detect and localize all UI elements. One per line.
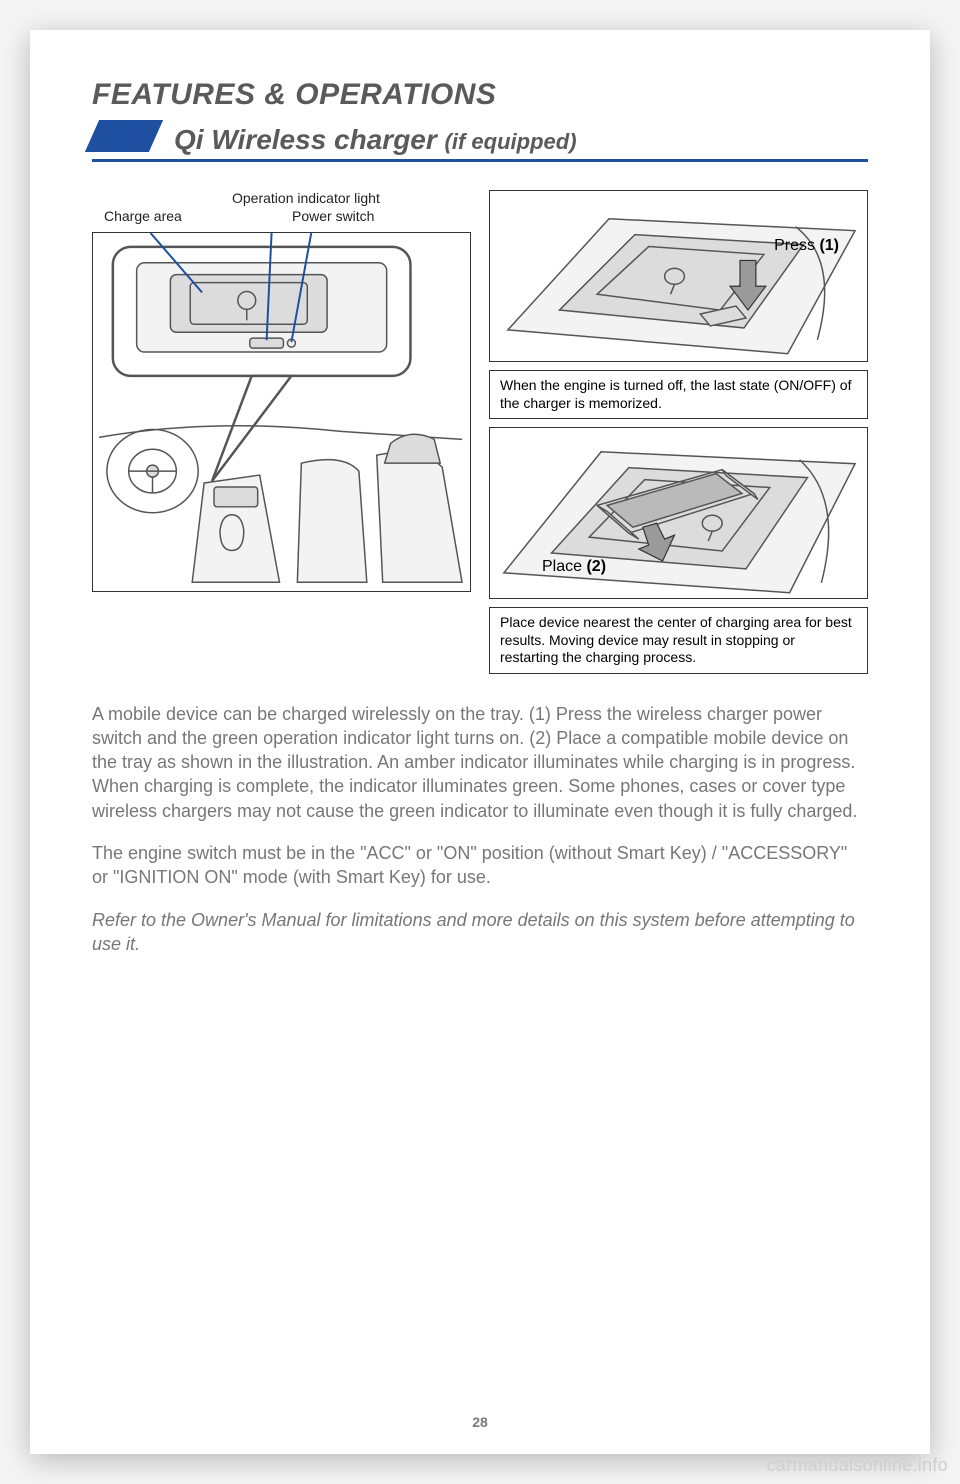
- page-number: 28: [30, 1414, 930, 1430]
- subsection-title-main: Qi Wireless charger: [174, 124, 445, 155]
- body-paragraph-2: The engine switch must be in the "ACC" o…: [92, 841, 868, 890]
- accent-rule: [92, 159, 868, 162]
- interior-illustration: [93, 233, 470, 590]
- figure-right-column: Press (1) When the engine is turned off,…: [489, 190, 868, 674]
- figure-place-device: Place (2): [489, 427, 868, 599]
- subsection-title-paren: (if equipped): [445, 129, 577, 154]
- figures-row: Operation indicator light Power switch C…: [92, 190, 868, 674]
- callout-press-text: Press: [774, 237, 819, 254]
- callout-place-num: (2): [586, 558, 606, 575]
- figure-press-switch: Press (1): [489, 190, 868, 362]
- label-power-switch: Power switch: [292, 208, 374, 224]
- body-text: A mobile device can be charged wirelessl…: [92, 702, 868, 957]
- subsection-header: Qi Wireless charger (if equipped): [92, 120, 868, 162]
- press-illustration: [490, 191, 867, 362]
- caption-engine-off: When the engine is turned off, the last …: [489, 370, 868, 419]
- figure-labels: Operation indicator light Power switch C…: [92, 190, 471, 232]
- figure-left-column: Operation indicator light Power switch C…: [92, 190, 471, 674]
- callout-press: Press (1): [774, 237, 839, 255]
- watermark: carmanualsonline.info: [767, 1455, 948, 1476]
- section-title: FEATURES & OPERATIONS: [92, 78, 868, 112]
- body-paragraph-3: Refer to the Owner's Manual for limitati…: [92, 908, 868, 957]
- callout-press-num: (1): [819, 237, 839, 254]
- callout-place-text: Place: [542, 558, 586, 575]
- figure-interior-overview: [92, 232, 471, 592]
- subsection-title: Qi Wireless charger (if equipped): [174, 124, 577, 156]
- accent-shape: [85, 120, 163, 152]
- body-paragraph-1: A mobile device can be charged wirelessl…: [92, 702, 868, 823]
- callout-place: Place (2): [542, 558, 606, 576]
- caption-placement: Place device nearest the center of charg…: [489, 607, 868, 674]
- label-charge-area: Charge area: [104, 208, 182, 224]
- label-operation-indicator: Operation indicator light: [232, 190, 380, 206]
- manual-page: FEATURES & OPERATIONS Qi Wireless charge…: [30, 30, 930, 1454]
